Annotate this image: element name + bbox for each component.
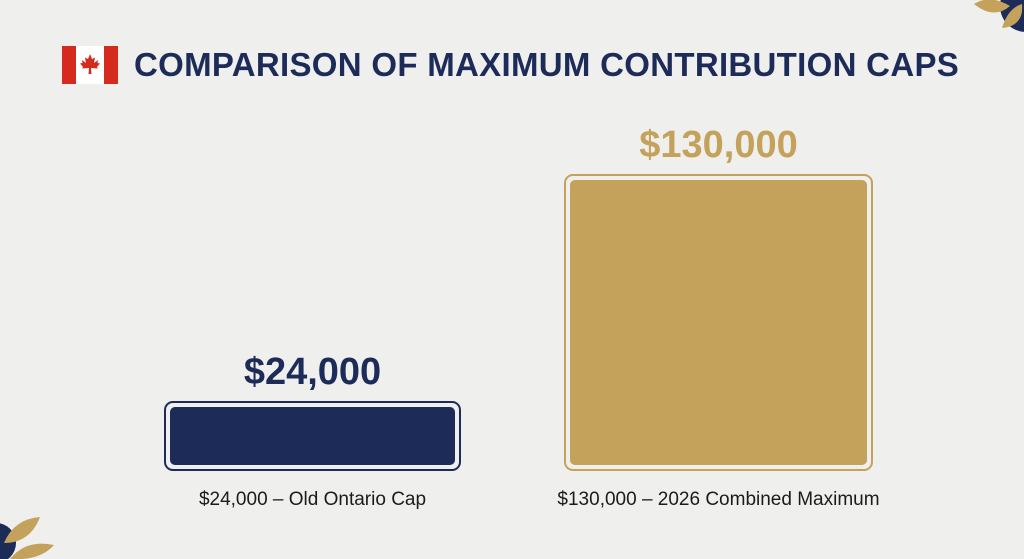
bar-outline (564, 174, 873, 471)
bar-value-label: $130,000 (639, 124, 798, 166)
chart-header: COMPARISON OF MAXIMUM CONTRIBUTION CAPS (62, 46, 959, 84)
bar (170, 407, 455, 465)
canada-flag-icon (62, 46, 118, 84)
corner-leaf-decoration (974, 0, 1024, 32)
bar (570, 180, 867, 465)
corner-leaf-decoration (0, 517, 54, 559)
bar-value-label: $24,000 (244, 351, 381, 393)
bar-outline (164, 401, 461, 471)
bar-category-label: $24,000 – Old Ontario Cap (199, 489, 426, 510)
bar-category-label: $130,000 – 2026 Combined Maximum (557, 489, 879, 510)
chart-title: COMPARISON OF MAXIMUM CONTRIBUTION CAPS (134, 46, 960, 83)
